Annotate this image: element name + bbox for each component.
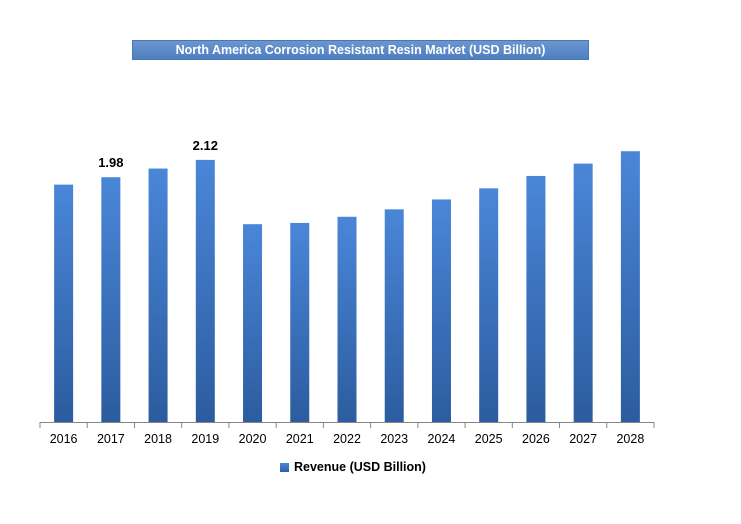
bar-2023 bbox=[384, 209, 404, 422]
x-tick-label-2028: 2028 bbox=[616, 432, 644, 446]
bar-2018 bbox=[148, 168, 168, 422]
x-axis: 2016 2017 2018 2019 2020 2021 2022 2023 2024 2025… bbox=[39, 422, 655, 446]
bar-2016 bbox=[54, 184, 74, 422]
x-tick-label-2017: 2017 bbox=[97, 432, 125, 446]
x-tick-label-2016: 2016 bbox=[50, 432, 78, 446]
bar-2026 bbox=[526, 175, 546, 422]
bar-2020 bbox=[243, 224, 263, 422]
data-label-2017: 1.98 bbox=[98, 155, 123, 170]
x-tick-label-2027: 2027 bbox=[569, 432, 597, 446]
bars-group bbox=[54, 151, 640, 422]
x-tick-label-2019: 2019 bbox=[191, 432, 219, 446]
bar-2025 bbox=[479, 188, 499, 422]
legend-label: Revenue (USD Billion) bbox=[294, 460, 426, 474]
x-tick-label-2018: 2018 bbox=[144, 432, 172, 446]
data-labels-group: 1.98 2.12 bbox=[98, 138, 218, 170]
bar-2021 bbox=[290, 222, 310, 422]
bar-2028 bbox=[620, 151, 640, 422]
bar-2027 bbox=[573, 163, 593, 422]
x-tick-label-2021: 2021 bbox=[286, 432, 314, 446]
bar-2024 bbox=[431, 199, 451, 422]
x-tick-label-2024: 2024 bbox=[428, 432, 456, 446]
x-tick-label-2023: 2023 bbox=[380, 432, 408, 446]
bar-2022 bbox=[337, 216, 357, 422]
x-tick-label-2026: 2026 bbox=[522, 432, 550, 446]
x-tick-label-2020: 2020 bbox=[239, 432, 267, 446]
legend-swatch bbox=[280, 462, 289, 472]
bar-2019 bbox=[195, 159, 215, 422]
chart-title: North America Corrosion Resistant Resin … bbox=[132, 40, 589, 60]
x-tick-label-2025: 2025 bbox=[475, 432, 503, 446]
data-label-2019: 2.12 bbox=[193, 138, 218, 153]
x-tick-label-2022: 2022 bbox=[333, 432, 361, 446]
legend: Revenue (USD Billion) bbox=[280, 458, 426, 476]
bar-2017 bbox=[101, 177, 121, 422]
